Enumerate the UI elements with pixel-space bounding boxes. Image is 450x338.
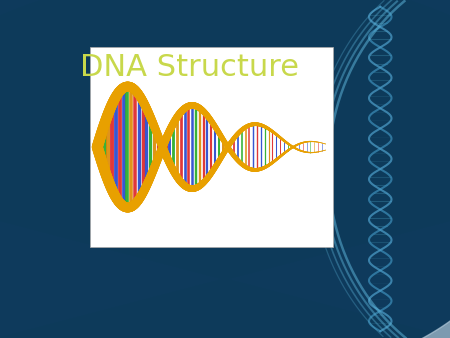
Polygon shape xyxy=(0,226,450,338)
Text: DNA Structure: DNA Structure xyxy=(80,53,298,82)
Bar xyxy=(90,47,333,247)
